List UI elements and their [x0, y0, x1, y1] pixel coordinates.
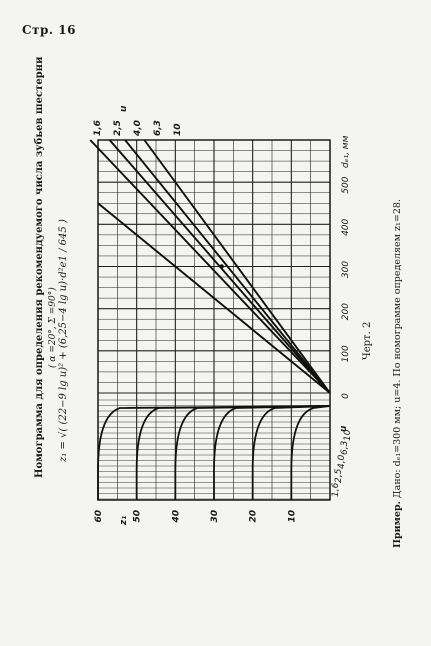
z1-tick-label: 40 [171, 510, 181, 524]
u-label-upper: 6,3 [153, 120, 163, 136]
u-line-4 [97, 202, 331, 394]
u-label-upper: 4,0 [133, 120, 143, 137]
z1-tick-label: 10 [287, 510, 297, 523]
z1-curve [97, 405, 331, 500]
z1-tick-label: 30 [210, 510, 220, 523]
d-tick-label: 500 [341, 176, 351, 193]
page-header: Стр. 16 [22, 23, 76, 37]
d-axis-label: dₑ₁, мм [341, 135, 351, 168]
u-label-upper: 10 [173, 123, 183, 136]
d-tick-label: 400 [341, 218, 351, 235]
z1-tick-label: 50 [133, 510, 143, 523]
u-line-3 [143, 139, 331, 394]
example-point [219, 264, 224, 269]
z1-tick-label: 60 [94, 510, 104, 523]
u-label-upper: 2,5 [113, 120, 123, 136]
u-label-lower: 1,6 [331, 482, 341, 497]
u-label-lower: 4,0 [337, 454, 347, 469]
u-label-lower: 2,5 [334, 468, 344, 483]
d-tick-label: 100 [341, 345, 351, 362]
u-label-upper: 1,6 [93, 120, 103, 136]
z1-tick-label: 20 [249, 510, 259, 523]
u-axis-label-bottom: u [339, 425, 349, 432]
z1-curve [290, 405, 331, 500]
z1-curve [213, 405, 331, 500]
d-tick-label: 0 [341, 393, 351, 399]
u-label-lower: 6,3 [340, 440, 350, 455]
u-line-2 [124, 139, 331, 394]
u-axis-label-top: u [119, 105, 129, 112]
d-tick-label: 300 [341, 261, 351, 278]
u-line-0 [89, 139, 331, 394]
chart-grid [97, 139, 331, 501]
u-label-lower: 10 [343, 429, 353, 441]
z1-axis-label: z₁ [119, 516, 129, 526]
z1-curve [251, 405, 331, 500]
chart-labels: 0 100 200 300 400 500 dₑ₁, мм 60 50 40 30 20 10 z₁ 1,6… [93, 105, 353, 526]
u-lines [89, 139, 331, 394]
z1-curves [97, 405, 331, 500]
d-tick-label: 200 [341, 303, 351, 320]
